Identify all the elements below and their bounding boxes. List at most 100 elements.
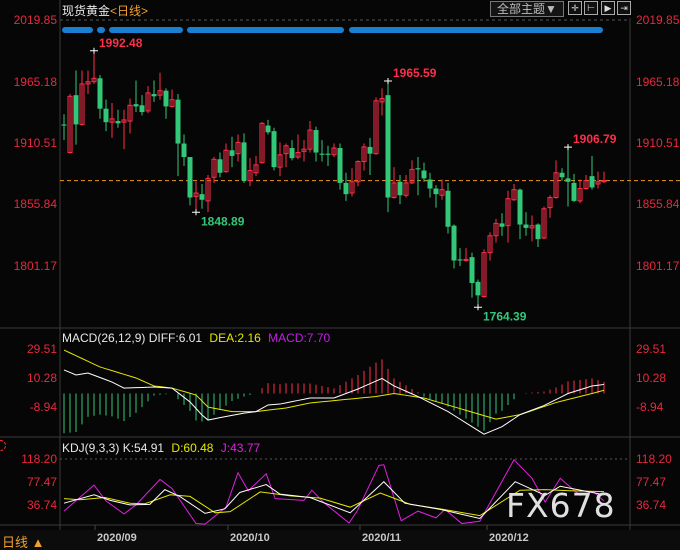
price-axis-label-right: 1801.17 <box>636 259 680 273</box>
candle-body-down <box>421 170 427 179</box>
candle-body-down <box>163 90 169 107</box>
candle-body-down <box>175 99 181 144</box>
kdj-axis-label-right: 118.20 <box>636 452 672 466</box>
theme-dropdown[interactable]: 全部主题▼ <box>490 1 564 17</box>
candle-body-down <box>571 182 577 201</box>
candle-body-down <box>103 108 109 123</box>
candle-body-up <box>127 104 133 122</box>
candle-body-down <box>517 189 523 225</box>
candle-body-down <box>337 148 343 183</box>
candle-body-down <box>271 131 277 168</box>
scroll-end-icon[interactable]: ⇥ <box>617 1 631 15</box>
candle-body-up <box>277 154 283 168</box>
candle-body-up <box>253 164 259 174</box>
watermark: FX678 <box>506 486 616 525</box>
candle-body-up <box>487 235 493 254</box>
kdj-d-value: D:60.48 <box>171 441 214 455</box>
macd-axis-label-left: 29.51 <box>27 342 57 356</box>
candle-body-down <box>73 95 79 125</box>
high-price-label: 1965.59 <box>393 66 437 80</box>
candle-body-up <box>529 225 535 229</box>
candle-body-down <box>241 142 247 181</box>
candle-body-up <box>301 148 307 152</box>
candle-body-down <box>265 125 271 133</box>
candle-body-up <box>355 161 361 183</box>
price-axis-label-left: 1965.18 <box>14 75 58 89</box>
price-axis-label-left: 2019.85 <box>14 13 58 27</box>
extreme-marker-icon <box>90 47 98 54</box>
crosshair-icon[interactable]: ✛ <box>568 1 582 15</box>
candle-body-up <box>67 95 73 154</box>
candle-body-up <box>505 198 511 227</box>
price-axis-label-right: 1965.18 <box>636 75 680 89</box>
kdj-axis-label-left: 36.74 <box>27 498 57 512</box>
candle-body-up <box>121 119 127 123</box>
macd-dea-line <box>63 349 605 420</box>
x-tick-label: 2020/11 <box>362 532 402 544</box>
candle-body-up <box>223 149 229 173</box>
candle-body-down <box>325 153 331 155</box>
candle-body-up <box>373 100 379 155</box>
candle-body-up <box>439 189 445 196</box>
candle-body-down <box>289 148 295 159</box>
event-marker-strip <box>187 27 344 33</box>
price-axis-label-left: 1910.51 <box>14 136 58 150</box>
candle-body-up <box>85 81 91 85</box>
candle-body-down <box>199 194 205 200</box>
candle-body-up <box>349 181 355 194</box>
candle-body-up <box>601 180 607 183</box>
candle-body-up <box>283 145 289 155</box>
candle-body-up <box>109 118 115 123</box>
candle-body-up <box>307 129 313 150</box>
candle-body-up <box>145 92 151 112</box>
candle-body-up <box>235 141 241 155</box>
kdj-axis-label-right: 36.74 <box>636 498 666 512</box>
chart-header: 现货黄金<日线> <box>62 2 148 19</box>
kdj-k-value: K:54.91 <box>122 441 165 455</box>
macd-macd-value: MACD:7.70 <box>268 331 331 345</box>
kdj-axis-label-right: 77.47 <box>636 475 666 489</box>
kdj-j-value: J:43.77 <box>220 441 261 455</box>
candle-body-down <box>469 257 475 283</box>
zoom-in-icon[interactable]: ⊢ <box>584 1 598 15</box>
candle-body-up <box>547 197 553 209</box>
low-price-label: 1764.39 <box>483 309 527 323</box>
candle-body-up <box>583 180 589 190</box>
play-icon[interactable]: ▶ <box>601 1 615 15</box>
kdj-d-line <box>63 489 605 517</box>
high-price-label: 1992.48 <box>99 36 143 50</box>
event-marker-strip <box>349 27 603 33</box>
high-price-label: 1906.79 <box>573 132 617 146</box>
candle-body-down <box>115 121 121 124</box>
candle-body-up <box>403 182 409 196</box>
period-selector-label: 日线 <box>2 535 29 550</box>
candle-body-down <box>151 94 157 97</box>
macd-legend: MACD(26,12,9) DIFF:6.01 DEA:2.16 MACD:7.… <box>62 331 330 345</box>
candle-body-up <box>577 188 583 202</box>
period-label[interactable]: <日线> <box>110 4 149 18</box>
candle-body-up <box>541 208 547 239</box>
candle-body-down <box>427 179 433 189</box>
candle-body-down <box>559 172 565 178</box>
price-axis-label-right: 1910.51 <box>636 136 680 150</box>
candle-body-down <box>187 157 193 198</box>
candle-body-down <box>367 146 373 154</box>
candle-body-up <box>493 222 499 237</box>
kdj-j-line <box>63 458 605 525</box>
macd-axis-label-right: 10.28 <box>636 371 666 385</box>
candle-body-down <box>181 143 187 158</box>
kdj-title: KDJ(9,3,3) <box>62 441 120 455</box>
kdj-axis-label-left: 77.47 <box>27 475 57 489</box>
candle-body-down <box>445 190 451 227</box>
macd-axis-label-left: 10.28 <box>27 371 57 385</box>
period-selector[interactable]: 日线 ▲ <box>2 532 45 550</box>
macd-diff-line <box>63 369 605 435</box>
extreme-marker-icon <box>384 78 392 85</box>
candle-body-down <box>565 178 571 182</box>
low-price-label: 1848.89 <box>201 214 245 228</box>
candle-body-up <box>463 258 469 261</box>
x-tick-label: 2020/09 <box>97 532 137 544</box>
candle-body-down <box>343 182 349 195</box>
